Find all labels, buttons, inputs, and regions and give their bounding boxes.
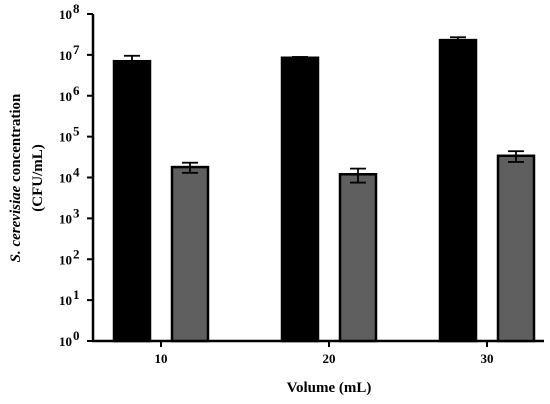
- y-tick-label: 10: [59, 334, 72, 349]
- series-a-bar: [438, 38, 478, 343]
- x-tick-label: 10: [155, 351, 168, 366]
- error-bar: [350, 167, 366, 184]
- series-a-bar: [112, 59, 152, 343]
- y-tick-label: 10: [59, 252, 72, 267]
- error-bar: [182, 161, 198, 174]
- y-axis-title: S. cerevisiae concentration: [8, 93, 24, 262]
- y-tick-label: 10: [59, 89, 72, 104]
- bars: [112, 38, 536, 343]
- error-bars: [124, 36, 524, 184]
- y-axis-title-rest: concentration: [8, 93, 24, 186]
- series-a-bar: [280, 56, 320, 343]
- y-tick-label: 10: [59, 7, 72, 22]
- y-tick-exponent: 5: [73, 124, 80, 139]
- y-tick-label: 10: [59, 171, 72, 186]
- y-tick-label: 10: [59, 48, 72, 63]
- y-axis-unit: (CFU/mL): [30, 144, 46, 212]
- y-tick-label: 10: [59, 130, 72, 145]
- x-axis: 10 20 30: [92, 339, 544, 366]
- error-bar: [292, 56, 308, 60]
- y-tick-exponent: 0: [73, 328, 80, 343]
- y-tick-exponent: 4: [73, 165, 80, 180]
- y-tick-label: 10: [59, 293, 72, 308]
- error-bar: [124, 54, 140, 70]
- y-tick-exponent: 8: [73, 1, 80, 16]
- x-axis-title: Volume (mL): [287, 380, 372, 396]
- x-tick-label: 20: [323, 351, 336, 366]
- error-bar: [450, 36, 466, 45]
- series-b-bar: [170, 165, 210, 343]
- series-b-bar: [496, 154, 536, 343]
- x-tick-label: 30: [481, 351, 494, 366]
- error-bar: [508, 150, 524, 163]
- y-tick-exponent: 6: [73, 83, 80, 98]
- series-b-bar: [338, 173, 378, 343]
- y-tick-exponent: 3: [73, 205, 80, 220]
- y-axis-title-italic: S. cerevisiae: [8, 185, 24, 262]
- y-tick-exponent: 2: [73, 246, 80, 261]
- y-tick-exponent: 7: [73, 42, 80, 57]
- y-tick-label: 10: [59, 211, 72, 226]
- y-tick-exponent: 1: [73, 287, 80, 302]
